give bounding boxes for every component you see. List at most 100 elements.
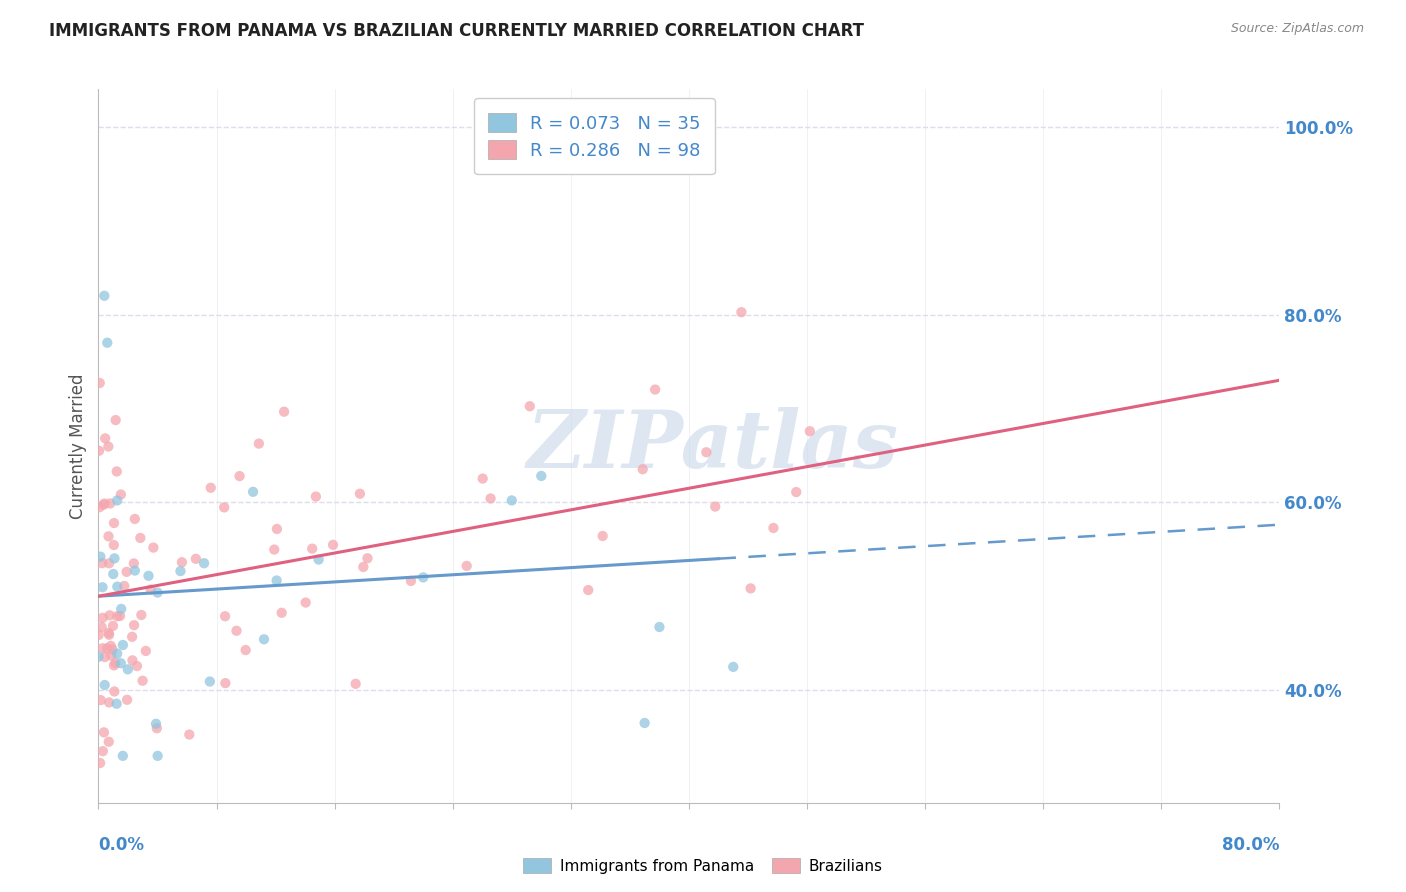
Point: [87, 443, 110, 458]
Point: [198, 674, 221, 689]
Point: [89, 500, 111, 515]
Point: [235, 643, 257, 657]
Point: [122, 557, 145, 571]
Point: [122, 618, 145, 632]
Point: [270, 606, 292, 620]
Point: [730, 305, 752, 319]
Point: [91, 641, 114, 656]
Point: [93, 725, 115, 739]
Legend: R = 0.073   N = 35, R = 0.286   N = 98: R = 0.073 N = 35, R = 0.286 N = 98: [474, 98, 714, 174]
Point: [103, 538, 125, 552]
Point: [90, 693, 112, 707]
Point: [242, 484, 264, 499]
Point: [266, 522, 288, 536]
Point: [110, 657, 132, 671]
Point: [111, 638, 134, 652]
Point: [253, 632, 276, 647]
Point: [98, 556, 121, 570]
Point: [98, 628, 121, 642]
Point: [98, 608, 121, 623]
Point: [631, 462, 654, 476]
Point: [135, 644, 157, 658]
Point: [96, 335, 118, 350]
Text: 80.0%: 80.0%: [1222, 836, 1279, 854]
Point: [103, 684, 125, 698]
Point: [170, 555, 193, 569]
Point: [105, 465, 128, 479]
Point: [91, 556, 114, 570]
Point: [91, 744, 114, 758]
Point: [131, 673, 153, 688]
Point: [87, 628, 110, 642]
Point: [648, 620, 671, 634]
Point: [179, 727, 201, 741]
Point: [103, 516, 125, 530]
Point: [103, 567, 125, 582]
Point: [266, 574, 288, 588]
Point: [214, 676, 236, 690]
Point: [97, 440, 120, 454]
Point: [90, 620, 112, 634]
Y-axis label: Currently Married: Currently Married: [69, 373, 87, 519]
Legend: Immigrants from Panama, Brazilians: Immigrants from Panama, Brazilians: [517, 852, 889, 880]
Point: [105, 609, 128, 624]
Point: [105, 697, 128, 711]
Point: [94, 431, 117, 445]
Point: [89, 549, 111, 564]
Point: [146, 585, 169, 599]
Point: [138, 569, 160, 583]
Point: [97, 529, 120, 543]
Point: [530, 469, 553, 483]
Point: [93, 498, 115, 512]
Point: [105, 493, 128, 508]
Point: [704, 500, 727, 514]
Text: ZIPatlas: ZIPatlas: [526, 408, 898, 484]
Point: [228, 469, 250, 483]
Point: [115, 565, 138, 579]
Point: [139, 582, 162, 597]
Point: [97, 626, 120, 640]
Point: [100, 648, 122, 663]
Point: [349, 486, 371, 500]
Point: [129, 531, 152, 545]
Point: [110, 487, 132, 501]
Text: IMMIGRANTS FROM PANAMA VS BRAZILIAN CURRENTLY MARRIED CORRELATION CHART: IMMIGRANTS FROM PANAMA VS BRAZILIAN CURR…: [49, 22, 865, 40]
Point: [93, 497, 115, 511]
Point: [169, 564, 191, 578]
Point: [115, 693, 138, 707]
Point: [98, 695, 121, 709]
Point: [184, 551, 207, 566]
Point: [121, 653, 143, 667]
Point: [104, 656, 127, 670]
Point: [634, 716, 657, 731]
Point: [412, 570, 434, 584]
Point: [576, 582, 599, 597]
Point: [263, 542, 285, 557]
Point: [501, 493, 523, 508]
Point: [89, 376, 111, 390]
Point: [101, 642, 124, 657]
Point: [117, 662, 139, 676]
Point: [294, 595, 316, 609]
Point: [87, 649, 110, 664]
Point: [471, 471, 494, 485]
Point: [344, 677, 367, 691]
Point: [273, 405, 295, 419]
Point: [785, 485, 807, 500]
Point: [124, 564, 146, 578]
Point: [695, 445, 717, 459]
Point: [644, 383, 666, 397]
Point: [105, 580, 128, 594]
Point: [301, 541, 323, 556]
Point: [98, 496, 121, 510]
Point: [104, 413, 127, 427]
Point: [247, 436, 270, 450]
Point: [399, 574, 422, 588]
Point: [103, 551, 125, 566]
Point: [740, 582, 762, 596]
Point: [762, 521, 785, 535]
Point: [91, 580, 114, 594]
Point: [479, 491, 502, 506]
Point: [305, 490, 328, 504]
Point: [214, 609, 236, 624]
